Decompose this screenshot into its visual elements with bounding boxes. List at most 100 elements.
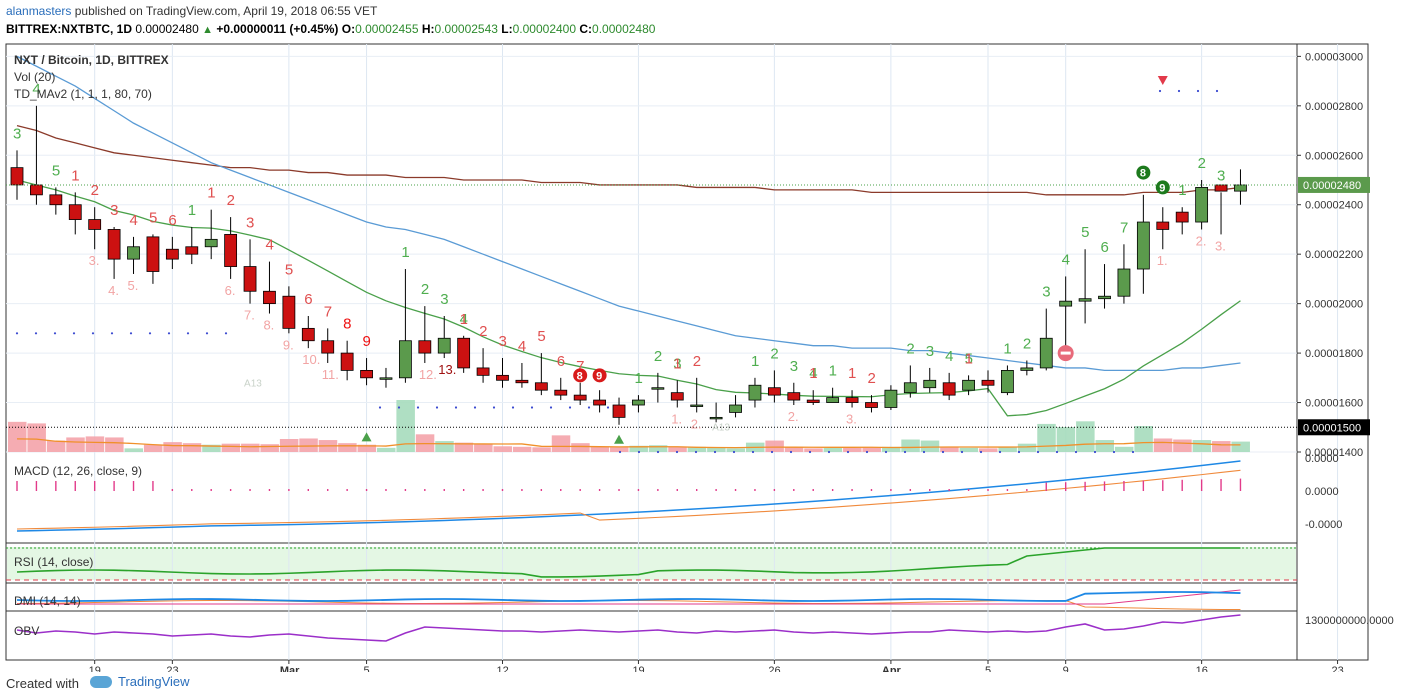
td-setup-number: 8 (577, 370, 583, 382)
symbol-label: BITTREX:NXTBTC, 1D (6, 22, 132, 36)
price-tick-label: 0.00001600 (1305, 398, 1363, 410)
author-link[interactable]: alanmasters (6, 4, 72, 18)
td-support-dot (167, 332, 171, 335)
volume-bar (85, 436, 105, 452)
td-setup-circle (1155, 180, 1170, 195)
td-sell-count: 5 (285, 261, 293, 278)
candle-up (1136, 221, 1150, 270)
candle-down (243, 266, 257, 292)
ohlc-line: BITTREX:NXTBTC, 1D 0.00002480 ▲ +0.00000… (6, 22, 655, 36)
td-support-dot (960, 450, 964, 454)
volume-bar (648, 445, 668, 452)
macd-signal-line (16, 469, 1241, 530)
close-value: 0.00002480 (592, 22, 656, 36)
td-support-dot (34, 332, 38, 335)
td-support-dot (606, 406, 610, 409)
candle-down (10, 167, 24, 186)
tradingview-link[interactable]: TradingView (90, 674, 190, 689)
price-tick-label: 0.00003000 (1305, 51, 1363, 63)
sell-signal-triangle (1157, 76, 1168, 85)
td-setup-circle (1136, 165, 1151, 180)
td-buy-count: 3 (926, 343, 934, 360)
price-tick-label: 0.00002800 (1305, 101, 1363, 113)
td-countdown-label: 2. (691, 416, 702, 431)
td-support-dot (587, 406, 591, 409)
td-buy-count: 3 (1217, 167, 1225, 184)
volume-bar (1231, 441, 1250, 452)
legend-obv: OBV (14, 624, 39, 638)
volume-bar (881, 446, 901, 452)
td-support-dot (1131, 450, 1135, 454)
macd-line (16, 460, 1241, 532)
macd-tick-label: -0.0000 (1305, 519, 1342, 531)
td-sell-count: 1 (460, 311, 468, 328)
last-price-badge (1298, 176, 1370, 193)
td-support-dot (1112, 450, 1116, 454)
td-countdown-label: 3. (1215, 238, 1226, 253)
candle-down (107, 229, 121, 260)
td-buy-count: 3 (790, 358, 798, 375)
volume-bar (668, 446, 687, 452)
candle-up (204, 238, 218, 248)
td-setup-number: 9 (1159, 182, 1165, 194)
td-countdown-label: 12. (419, 367, 437, 382)
ma-green-line (16, 179, 1241, 417)
last-price: 0.00002480 (135, 22, 199, 36)
volume-bar (493, 446, 512, 452)
td-buy-count: 1 (829, 363, 837, 380)
price-tick-label: 0.00001400 (1305, 447, 1363, 459)
up-triangle-icon: ▲ (202, 24, 213, 36)
td-support-dot (770, 450, 774, 454)
td-a13-label: A13 (712, 422, 730, 433)
volume-bar (376, 447, 396, 452)
low-value: 0.00002400 (512, 22, 577, 36)
td-buy-count: 1 (188, 202, 196, 219)
td-setup-number: 9 (596, 370, 602, 382)
td-a13-label: A13 (244, 378, 262, 389)
volume-bar (940, 446, 959, 452)
td-support-dot (205, 332, 209, 335)
td-support-dot (416, 406, 420, 409)
td-buy-count: 2 (654, 348, 662, 365)
volume-bar (454, 442, 474, 452)
last-price-badge-text: 0.00002480 (1303, 180, 1361, 192)
volume-bar (765, 440, 784, 452)
open-label: O: (341, 22, 356, 36)
td-sell-count: 6 (168, 212, 176, 229)
td-sell-count: 2 (867, 370, 875, 387)
td-support-dot (751, 450, 755, 454)
candle-up (1059, 300, 1073, 307)
candle-down (68, 204, 82, 220)
td-sell-count: 3 (110, 202, 118, 219)
created-with-text: Created with (6, 676, 79, 691)
td-support-dot (15, 332, 19, 335)
macd-tick-label: 0.0000 (1305, 453, 1339, 465)
td-buy-count: 3 (1042, 284, 1050, 301)
td-sell-count: 5 (537, 328, 545, 345)
volume-bar (105, 437, 124, 452)
td-support-dot (378, 406, 382, 409)
volume-bar (299, 438, 318, 452)
volume-bar (1056, 427, 1076, 452)
td-sell-count: 2 (227, 192, 235, 209)
volume-bar (182, 443, 202, 452)
td-sell-count: 2 (479, 323, 487, 340)
candle-up (709, 416, 723, 420)
td-support-dot (808, 450, 812, 454)
candle-down (340, 352, 354, 371)
volume-bar (396, 400, 415, 452)
x-tick-label: 23 (166, 665, 178, 672)
pane-frame (5, 610, 1298, 661)
volume-bar (629, 445, 648, 452)
candle-down (146, 236, 160, 272)
td-buy-count: 4 (32, 81, 40, 98)
legend-vol: Vol (20) (14, 70, 55, 84)
obv-tick-label: 1300000000.0000 (1305, 615, 1394, 627)
volume-bar (260, 444, 279, 452)
candle-down (418, 340, 432, 354)
candle-down (573, 394, 587, 401)
volume-bar (707, 447, 726, 452)
high-value: 0.00002543 (434, 22, 498, 36)
